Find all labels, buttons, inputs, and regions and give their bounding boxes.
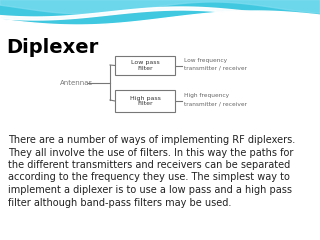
Text: High frequency: High frequency — [184, 94, 229, 98]
Text: Low frequency: Low frequency — [184, 58, 227, 63]
Text: Antennas: Antennas — [60, 80, 93, 86]
Text: High pass
Filter: High pass Filter — [130, 96, 160, 106]
Bar — [115, 90, 175, 112]
Text: transmitter / receiver: transmitter / receiver — [184, 66, 247, 71]
Text: according to the frequency they use. The simplest way to: according to the frequency they use. The… — [8, 173, 290, 182]
Text: They all involve the use of filters. In this way the paths for: They all involve the use of filters. In … — [8, 148, 293, 157]
Text: Low pass
Filter: Low pass Filter — [131, 60, 159, 71]
Text: the different transmitters and receivers can be separated: the different transmitters and receivers… — [8, 160, 290, 170]
Text: There are a number of ways of implementing RF diplexers.: There are a number of ways of implementi… — [8, 135, 295, 145]
Text: filter although band-pass filters may be used.: filter although band-pass filters may be… — [8, 198, 231, 208]
Text: transmitter / receiver: transmitter / receiver — [184, 102, 247, 107]
Text: Diplexer: Diplexer — [6, 38, 98, 57]
Bar — [115, 56, 175, 75]
Text: implement a diplexer is to use a low pass and a high pass: implement a diplexer is to use a low pas… — [8, 185, 292, 195]
